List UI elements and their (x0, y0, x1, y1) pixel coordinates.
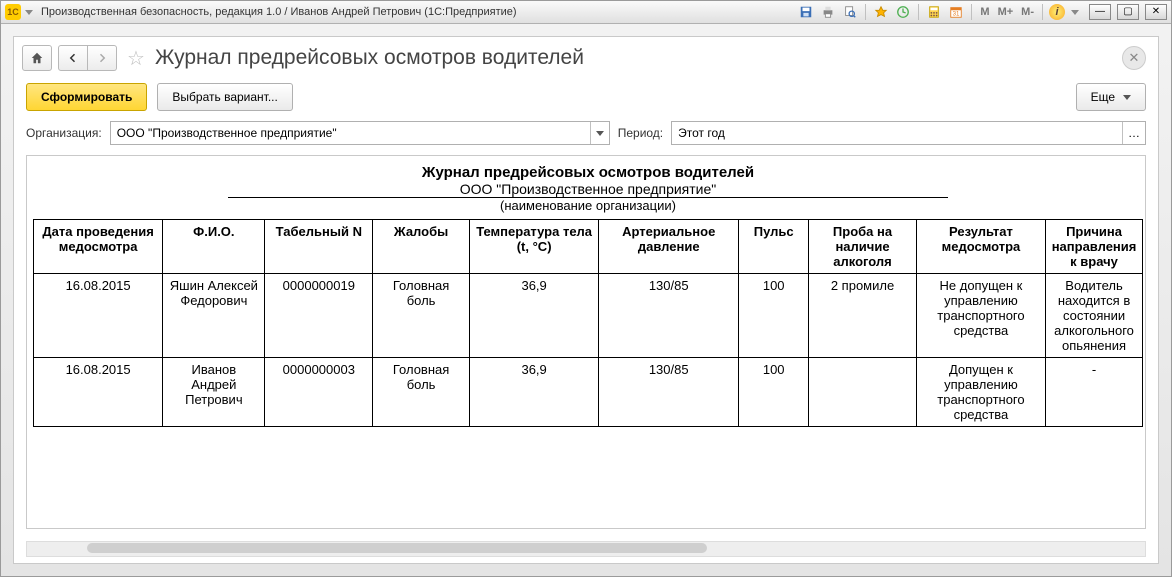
content-panel: ☆ Журнал предрейсовых осмотров водителей… (13, 36, 1159, 564)
report-caption: (наименование организации) (33, 198, 1143, 213)
close-tab-button[interactable]: ✕ (1122, 46, 1146, 70)
cell-tabno: 0000000019 (265, 274, 373, 358)
page-header: ☆ Журнал предрейсовых осмотров водителей… (14, 37, 1158, 79)
info-dropdown-icon[interactable] (1071, 10, 1079, 15)
nav-group (58, 45, 117, 71)
cell-bp: 130/85 (599, 358, 739, 427)
calculator-icon[interactable] (925, 3, 943, 21)
star-icon[interactable]: ☆ (127, 46, 145, 71)
cell-date: 16.08.2015 (34, 274, 163, 358)
cell-pulse: 100 (739, 358, 809, 427)
report-title: Журнал предрейсовых осмотров водителей (33, 164, 1143, 181)
table-header-row: Дата проведения медосмотра Ф.И.О. Табель… (34, 220, 1143, 274)
back-button[interactable] (58, 45, 88, 71)
report-area[interactable]: Журнал предрейсовых осмотров водителей О… (26, 155, 1146, 529)
period-label: Период: (618, 126, 663, 140)
cell-temp: 36,9 (470, 274, 599, 358)
filter-row: Организация: Период: … (14, 121, 1158, 155)
report-org-line: ООО "Производственное предприятие" (228, 181, 948, 197)
org-combo[interactable] (110, 121, 610, 145)
save-icon[interactable] (797, 3, 815, 21)
org-input[interactable] (111, 123, 590, 143)
window-menu-dropdown-icon[interactable] (25, 10, 33, 15)
col-alco: Проба на наличие алкоголя (809, 220, 917, 274)
memory-mplus-button[interactable]: M+ (996, 6, 1016, 18)
app-icon: 1C (5, 4, 21, 20)
horizontal-scrollbar[interactable] (26, 541, 1146, 557)
print-icon[interactable] (819, 3, 837, 21)
more-button[interactable]: Еще (1076, 83, 1146, 111)
form-report-button[interactable]: Сформировать (26, 83, 147, 111)
choose-variant-button[interactable]: Выбрать вариант... (157, 83, 292, 111)
cell-complaint: Головная боль (373, 358, 470, 427)
maximize-button[interactable]: ▢ (1117, 4, 1139, 20)
history-icon[interactable] (894, 3, 912, 21)
col-fio: Ф.И.О. (163, 220, 265, 274)
period-picker-button[interactable]: … (1122, 122, 1145, 144)
memory-m-button[interactable]: M (978, 6, 991, 18)
page-title: Журнал предрейсовых осмотров водителей (155, 46, 584, 70)
cell-result: Допущен к управлению транспортного средс… (916, 358, 1045, 427)
cell-fio: Яшин Алексей Федорович (163, 274, 265, 358)
table-row: 16.08.2015 Иванов Андрей Петрович 000000… (34, 358, 1143, 427)
col-complaint: Жалобы (373, 220, 470, 274)
cell-pulse: 100 (739, 274, 809, 358)
close-button[interactable]: ✕ (1145, 4, 1167, 20)
period-input[interactable] (672, 123, 1122, 143)
scrollbar-thumb[interactable] (87, 543, 707, 553)
svg-text:31: 31 (953, 11, 960, 18)
col-tabno: Табельный N (265, 220, 373, 274)
cell-reason: Водитель находится в состоянии алкогольн… (1046, 274, 1143, 358)
org-dropdown-icon[interactable] (590, 122, 609, 144)
cell-alco (809, 358, 917, 427)
forward-button[interactable] (88, 45, 117, 71)
col-result: Результат медосмотра (916, 220, 1045, 274)
info-icon[interactable]: i (1049, 4, 1065, 20)
title-bar: 1C Производственная безопасность, редакц… (1, 1, 1171, 24)
favorite-icon[interactable] (872, 3, 890, 21)
org-label: Организация: (26, 126, 102, 140)
toolbar: Сформировать Выбрать вариант... Еще (14, 79, 1158, 121)
col-reason: Причина направления к врачу (1046, 220, 1143, 274)
app-window: 1C Производственная безопасность, редакц… (0, 0, 1172, 577)
cell-bp: 130/85 (599, 274, 739, 358)
cell-tabno: 0000000003 (265, 358, 373, 427)
preview-icon[interactable] (841, 3, 859, 21)
col-temp: Температура тела (t, °C) (470, 220, 599, 274)
col-pulse: Пульс (739, 220, 809, 274)
table-row: 16.08.2015 Яшин Алексей Федорович 000000… (34, 274, 1143, 358)
cell-alco: 2 промиле (809, 274, 917, 358)
period-combo[interactable]: … (671, 121, 1146, 145)
cell-date: 16.08.2015 (34, 358, 163, 427)
home-button[interactable] (22, 45, 52, 71)
report-table: Дата проведения медосмотра Ф.И.О. Табель… (33, 219, 1143, 427)
cell-result: Не допущен к управлению транспортного ср… (916, 274, 1045, 358)
memory-mminus-button[interactable]: M- (1019, 6, 1036, 18)
more-button-label: Еще (1091, 90, 1115, 104)
cell-fio: Иванов Андрей Петрович (163, 358, 265, 427)
cell-reason: - (1046, 358, 1143, 427)
window-title: Производственная безопасность, редакция … (41, 6, 517, 18)
calendar-icon[interactable]: 31 (947, 3, 965, 21)
minimize-button[interactable]: — (1089, 4, 1111, 20)
cell-complaint: Головная боль (373, 274, 470, 358)
col-bp: Артериальное давление (599, 220, 739, 274)
cell-temp: 36,9 (470, 358, 599, 427)
col-date: Дата проведения медосмотра (34, 220, 163, 274)
